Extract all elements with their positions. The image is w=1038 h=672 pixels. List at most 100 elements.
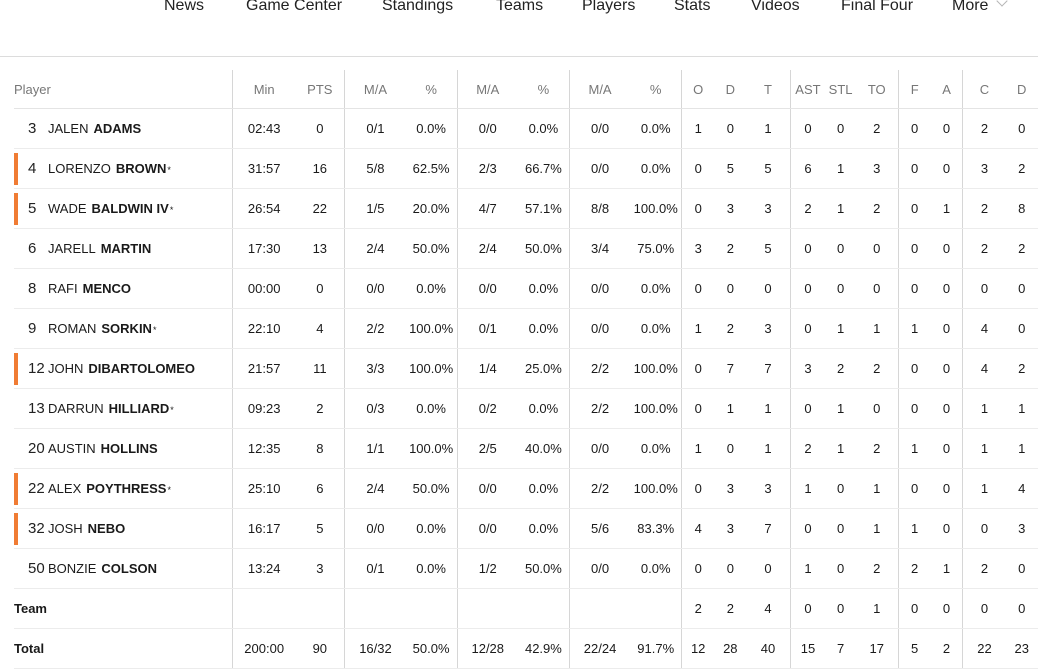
stat-cell: 0 xyxy=(825,548,856,589)
column-header[interactable]: O xyxy=(681,70,715,109)
nav-label: Stats xyxy=(674,0,711,14)
stat-cell: 0 xyxy=(714,428,747,469)
player-link[interactable]: 6 JARELL MARTIN xyxy=(28,240,151,257)
stat-cell xyxy=(405,588,458,629)
player-cell: 20 AUSTIN HOLLINS xyxy=(14,428,233,469)
stat-cell: 0 xyxy=(930,308,963,349)
nav-players[interactable]: Players xyxy=(582,0,635,15)
column-header[interactable]: AST xyxy=(789,70,826,109)
stat-cell: 0 xyxy=(897,228,931,269)
column-header[interactable]: C xyxy=(962,70,1006,109)
nav-more[interactable]: More xyxy=(952,0,1009,15)
nav-teams[interactable]: Teams xyxy=(496,0,543,15)
stat-cell: 0/0 xyxy=(456,268,518,309)
column-header[interactable]: % xyxy=(405,70,458,109)
stat-cell: 0 xyxy=(714,548,747,589)
stat-cell: 0/0 xyxy=(344,508,406,549)
table-row: 5 WADE BALDWIN IV * 26:54 22 1/5 20.0% 4/7 57.1% 8… xyxy=(14,188,1038,229)
column-header[interactable]: D xyxy=(714,70,747,109)
stat-cell: 2/2 xyxy=(568,348,631,389)
stat-cell: 0 xyxy=(930,428,963,469)
stat-cell: 0 xyxy=(789,108,826,149)
player-link[interactable]: 4 LORENZO BROWN * xyxy=(28,160,171,177)
stat-cell: 1 xyxy=(962,468,1006,509)
player-link[interactable]: 20 AUSTIN HOLLINS xyxy=(28,440,158,457)
stat-cell: 17 xyxy=(855,628,899,669)
table-row: 3 JALEN ADAMS 02:43 0 0/1 0.0% 0/0 0.0% 0/0 0.0% 1 0… xyxy=(14,108,1038,149)
column-header[interactable]: A xyxy=(930,70,963,109)
player-cell: 4 LORENZO BROWN * xyxy=(14,148,233,189)
column-header[interactable]: T xyxy=(746,70,790,109)
nav-videos[interactable]: Videos xyxy=(751,0,800,15)
table-row: 9 ROMAN SORKIN * 22:10 4 2/2 100.0% 0/1 0.0% 0/0 0.… xyxy=(14,308,1038,349)
column-header[interactable]: Min xyxy=(232,70,296,109)
stat-cell: 5/8 xyxy=(344,148,406,189)
stat-cell: 5 xyxy=(746,228,790,269)
stat-cell: 1 xyxy=(825,308,856,349)
player-cell: 22 ALEX POYTHRESS * xyxy=(14,468,233,509)
table-row: 20 AUSTIN HOLLINS 12:35 8 1/1 100.0% 2/5 40.0% 0/… xyxy=(14,428,1038,469)
stat-cell: 0 xyxy=(789,508,826,549)
nav-game-center[interactable]: Game Center xyxy=(246,0,342,15)
player-link[interactable]: 9 ROMAN SORKIN * xyxy=(28,320,156,337)
stat-cell: 0/0 xyxy=(344,268,406,309)
stat-cell: 0 xyxy=(897,108,931,149)
stat-cell: 0 xyxy=(681,188,715,229)
stat-cell: 0 xyxy=(1005,268,1038,309)
stat-cell: 8 xyxy=(295,428,345,469)
stat-cell: 40 xyxy=(746,628,790,669)
nav-news[interactable]: News xyxy=(164,0,204,15)
stat-cell: 22 xyxy=(962,628,1006,669)
stat-cell xyxy=(517,588,570,629)
nav-standings[interactable]: Standings xyxy=(382,0,453,15)
player-link[interactable]: 13 DARRUN HILLIARD * xyxy=(28,400,174,417)
player-link[interactable]: 5 WADE BALDWIN IV * xyxy=(28,200,173,217)
player-first-name: JOHN xyxy=(48,361,84,376)
stat-cell: 17:30 xyxy=(232,228,296,269)
nav-final-four[interactable]: Final Four xyxy=(841,0,913,15)
nav-stats[interactable]: Stats xyxy=(674,0,710,15)
stat-cell: 0 xyxy=(681,388,715,429)
column-header[interactable]: M/A xyxy=(568,70,631,109)
column-header[interactable]: TO xyxy=(855,70,899,109)
column-header[interactable]: % xyxy=(630,70,682,109)
stat-cell: 4 xyxy=(962,348,1006,389)
player-link[interactable]: 22 ALEX POYTHRESS * xyxy=(28,480,171,497)
player-link[interactable]: 3 JALEN ADAMS xyxy=(28,120,141,137)
stat-cell: 2 xyxy=(897,548,931,589)
column-header[interactable]: F xyxy=(897,70,931,109)
stat-cell: 3 xyxy=(295,548,345,589)
player-link[interactable]: 32 JOSH NEBO xyxy=(28,520,125,537)
stat-cell: 2 xyxy=(1005,348,1038,389)
stat-cell: 0 xyxy=(789,588,826,629)
stat-cell: 62.5% xyxy=(405,148,458,189)
stat-cell: 09:23 xyxy=(232,388,296,429)
column-header[interactable]: D xyxy=(1005,70,1038,109)
player-first-name: JARELL xyxy=(48,241,96,256)
stat-cell: 2 xyxy=(1005,228,1038,269)
stat-cell: 0 xyxy=(897,148,931,189)
stat-cell: 2 xyxy=(962,228,1006,269)
column-header[interactable]: STL xyxy=(825,70,856,109)
stat-cell: 2/4 xyxy=(344,228,406,269)
player-cell: 5 WADE BALDWIN IV * xyxy=(14,188,233,229)
asterisk-icon: * xyxy=(167,485,171,495)
stat-cell: 0 xyxy=(825,468,856,509)
column-header[interactable]: % xyxy=(517,70,570,109)
player-link[interactable]: 12 JOHN DIBARTOLOMEO xyxy=(28,360,195,377)
stat-cell: 100.0% xyxy=(630,188,682,229)
player-link[interactable]: 50 BONZIE COLSON xyxy=(28,560,157,577)
column-header[interactable]: M/A xyxy=(344,70,406,109)
stat-cell: 3 xyxy=(714,468,747,509)
column-header[interactable]: M/A xyxy=(456,70,518,109)
player-first-name: DARRUN xyxy=(48,401,104,416)
stat-cell: 0.0% xyxy=(405,388,458,429)
stat-cell: 0 xyxy=(789,268,826,309)
jersey-number: 32 xyxy=(28,520,45,537)
player-link[interactable]: 8 RAFI MENCO xyxy=(28,280,131,297)
player-cell: 32 JOSH NEBO xyxy=(14,508,233,549)
column-header[interactable]: PTS xyxy=(295,70,345,109)
stat-cell: 0 xyxy=(789,228,826,269)
stat-cell: 0.0% xyxy=(517,468,570,509)
stat-cell: 0/1 xyxy=(456,308,518,349)
